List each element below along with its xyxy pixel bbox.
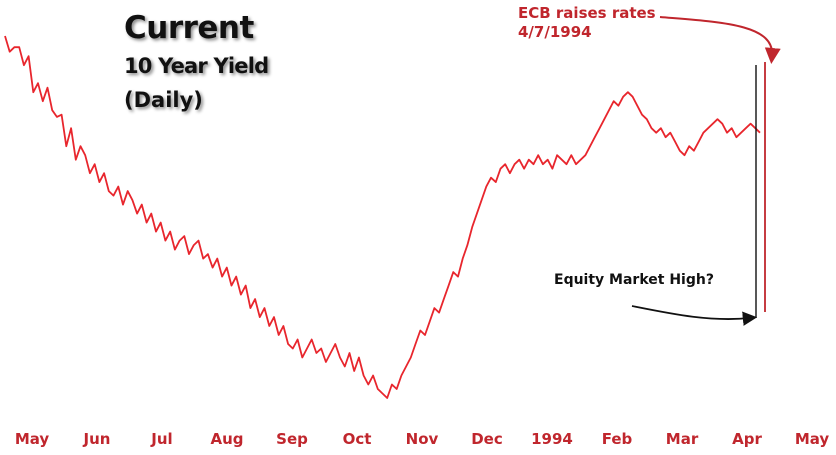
series-line <box>4 35 761 399</box>
x-tick-label: Sep <box>276 430 308 448</box>
x-tick-label: Oct <box>343 430 372 448</box>
x-tick-label: Dec <box>471 430 503 448</box>
x-tick-label: May <box>795 430 830 448</box>
x-tick-label: Feb <box>602 430 633 448</box>
ecb-annotation-date: 4/7/1994 <box>518 23 592 41</box>
x-tick-label: Mar <box>666 430 699 448</box>
x-tick-label: Jul <box>150 430 172 448</box>
chart-subtitle-2: (Daily) <box>124 88 203 112</box>
chart-subtitle: 10 Year Yield <box>124 54 269 78</box>
equity-arrow <box>631 305 758 326</box>
x-tick-label: Aug <box>210 430 243 448</box>
ecb-annotation-title: ECB raises rates <box>518 4 656 22</box>
chart-title: Current <box>124 10 254 46</box>
ecb-annotation: ECB raises rates 4/7/1994 <box>518 4 656 42</box>
ecb-arrow <box>659 16 781 64</box>
equity-annotation: Equity Market High? <box>554 272 714 288</box>
x-tick-label: Apr <box>732 430 762 448</box>
x-tick-label: Nov <box>406 430 439 448</box>
x-tick-label: Jun <box>83 430 111 448</box>
x-tick-label: May <box>15 430 50 448</box>
x-axis-ticks: May Jun Jul Aug Sep Oct Nov Dec 1994 Feb Mar Apr May <box>15 430 830 448</box>
x-tick-label: 1994 <box>531 430 573 448</box>
